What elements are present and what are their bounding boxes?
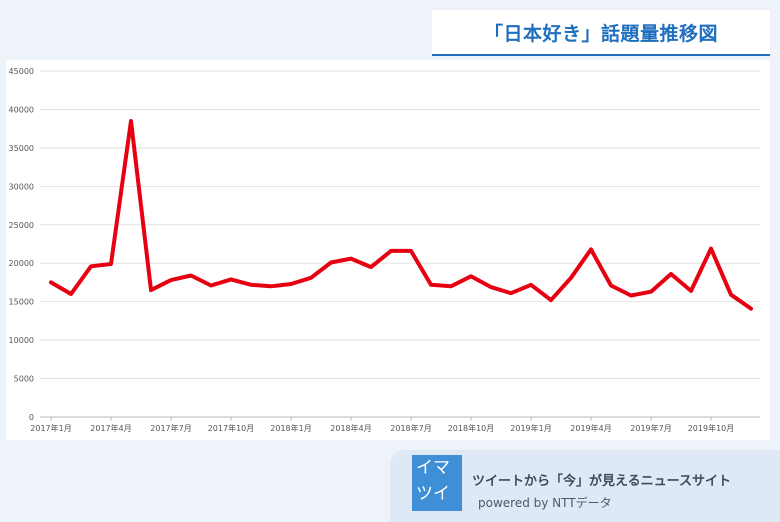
data-point <box>450 285 452 287</box>
data-point <box>50 281 52 283</box>
title-box: 「日本好き」話題量推移図 <box>432 10 770 56</box>
x-tick-label: 2019年10月 <box>688 423 735 433</box>
data-point <box>430 284 432 286</box>
data-point <box>150 289 152 291</box>
site-tagline: ツイートから「今」が見えるニュースサイト <box>472 474 731 489</box>
data-point <box>490 286 492 288</box>
data-point <box>290 283 292 285</box>
y-tick-label: 25000 <box>9 221 34 230</box>
data-point <box>390 250 392 252</box>
data-point <box>210 285 212 287</box>
x-tick-label: 2017年4月 <box>90 423 131 433</box>
data-point <box>190 275 192 277</box>
imatsui-logo[interactable]: イマ ツイ <box>412 455 462 511</box>
y-tick-label: 15000 <box>9 298 34 307</box>
x-tick-label: 2019年7月 <box>630 423 671 433</box>
data-point <box>370 266 372 268</box>
data-point <box>330 261 332 263</box>
data-point <box>670 273 672 275</box>
y-tick-label: 40000 <box>9 105 34 114</box>
data-point <box>410 250 412 252</box>
grid-lines <box>40 70 760 418</box>
data-point <box>710 248 712 250</box>
data-points <box>50 120 752 310</box>
data-point <box>690 290 692 292</box>
x-axis-ticks: 2017年1月 2017年4月 2017年7月 2017年10月 2018年1月 2018… <box>30 417 734 433</box>
y-tick-label: 0 <box>29 413 34 422</box>
y-tick-label: 5000 <box>14 375 34 384</box>
data-point <box>270 285 272 287</box>
data-point <box>750 308 752 310</box>
x-tick-label: 2019年4月 <box>570 423 611 433</box>
chart-title: 「日本好き」話題量推移図 <box>483 22 718 45</box>
x-tick-label: 2019年1月 <box>510 423 551 433</box>
data-point <box>90 265 92 267</box>
data-point <box>590 248 592 250</box>
x-tick-label: 2018年10月 <box>448 423 495 433</box>
data-point <box>610 285 612 287</box>
data-point <box>510 292 512 294</box>
y-tick-label: 30000 <box>9 182 34 191</box>
logo-line-1: イマ <box>416 458 450 478</box>
data-point <box>570 277 572 279</box>
x-tick-label: 2017年10月 <box>208 423 255 433</box>
data-point <box>530 284 532 286</box>
data-point <box>630 295 632 297</box>
data-point <box>350 258 352 260</box>
y-axis-ticks: 0 5000 10000 15000 20000 25000 30000 35000 40000… <box>9 67 34 422</box>
data-point <box>250 284 252 286</box>
data-point <box>230 278 232 280</box>
y-tick-label: 10000 <box>9 336 34 345</box>
data-point <box>310 277 312 279</box>
data-point <box>730 294 732 296</box>
x-tick-label: 2017年7月 <box>150 423 191 433</box>
data-point <box>470 275 472 277</box>
data-point <box>130 120 132 122</box>
y-tick-label: 45000 <box>9 67 34 76</box>
y-tick-label: 35000 <box>9 144 34 153</box>
line-chart: 0 5000 10000 15000 20000 25000 30000 35000 40000… <box>9 67 760 433</box>
data-point <box>70 293 72 295</box>
powered-by-text: powered by NTTデータ <box>478 496 612 510</box>
data-point <box>170 279 172 281</box>
plot-area <box>6 60 770 440</box>
x-tick-label: 2017年1月 <box>30 423 71 433</box>
series-line <box>49 119 753 311</box>
logo-line-2: ツイ <box>416 484 450 504</box>
x-tick-label: 2018年7月 <box>390 423 431 433</box>
data-point <box>550 299 552 301</box>
y-tick-label: 20000 <box>9 259 34 268</box>
data-point <box>110 263 112 265</box>
data-point <box>650 291 652 293</box>
x-tick-label: 2018年4月 <box>330 423 371 433</box>
x-tick-label: 2018年1月 <box>270 423 311 433</box>
